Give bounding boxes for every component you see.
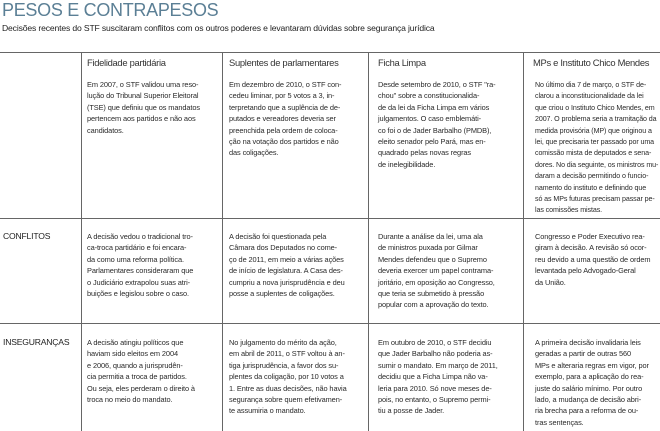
page-subtitle: Decisões recentes do STF suscitaram conf… xyxy=(2,23,435,33)
table-cell: No último dia 7 de março, o STF de- clar… xyxy=(535,80,659,215)
column-divider xyxy=(81,52,82,431)
row-label-insegurancas: INSEGURANÇAS xyxy=(3,337,70,347)
column-header-fidelidade: Fidelidade partidária xyxy=(87,57,166,68)
column-divider xyxy=(368,52,369,431)
row-label-conflitos: CONFLITOS xyxy=(3,231,51,241)
row-divider xyxy=(0,323,660,324)
table-cell: Em outubro de 2010, o STF decidiu que Ja… xyxy=(378,338,498,416)
table-cell: Em 2007, o STF validou uma reso- lução d… xyxy=(87,80,200,135)
table-cell: A decisão foi questionada pela Câmara do… xyxy=(229,232,345,299)
table-cell: A decisão atingiu políticos que haviam s… xyxy=(87,338,195,405)
page-title: PESOS E CONTRAPESOS xyxy=(2,0,219,20)
column-header-suplentes: Suplentes de parlamentares xyxy=(229,57,339,68)
table-cell: A primeira decisão invalidaria leis gera… xyxy=(535,338,649,427)
table-cell: Em dezembro de 2010, o STF con- cedeu li… xyxy=(229,80,342,158)
table-cell: Congresso e Poder Executivo rea- giram à… xyxy=(535,232,651,287)
column-divider xyxy=(222,52,223,431)
row-divider xyxy=(0,218,660,219)
column-header-ficha-limpa: Ficha Limpa xyxy=(378,57,426,68)
table-top-border xyxy=(0,52,660,53)
table-cell: Desde setembro de 2010, o STF "ra- chou"… xyxy=(378,80,496,169)
column-divider xyxy=(523,52,524,431)
table-cell: A decisão vedou o tradicional tro- ca-tr… xyxy=(87,232,194,299)
table-cell: No julgamento do mérito da ação, em abri… xyxy=(229,338,347,416)
column-header-mps: MPs e Instituto Chico Mendes xyxy=(533,57,650,68)
table-cell: Durante a análise da lei, uma ala de min… xyxy=(378,232,495,310)
